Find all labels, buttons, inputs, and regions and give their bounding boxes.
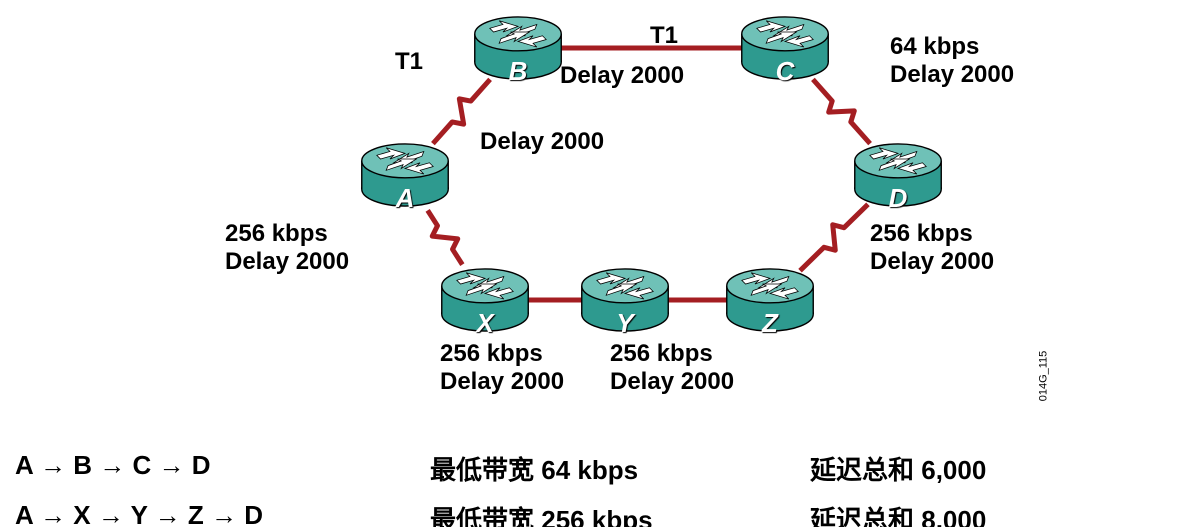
summary-bandwidth: 最低带宽 256 kbps [430,500,653,527]
router-label-c: C [776,56,795,87]
figure-id: 014G_115 [1037,351,1049,402]
link-label: Delay 2000 [560,62,684,90]
router-c: C [738,13,832,83]
link-label: T1 [650,22,678,50]
link-label: 256 kbps Delay 2000 [440,340,564,395]
router-b: B [471,13,565,83]
router-z: Z [723,265,817,335]
router-label-a: A [396,183,415,214]
summary-path: A → X → Y → Z → D [15,500,263,527]
edge-a-x [428,210,463,264]
link-label: T1 [395,48,423,76]
router-label-z: Z [762,308,778,339]
edge-c-d [813,79,870,143]
summary-path: A → B → C → D [15,450,210,481]
edge-z-d [800,204,868,270]
router-label-y: Y [616,308,633,339]
router-label-d: D [889,183,908,214]
summary-delay: 延迟总和 8,000 [810,500,986,527]
link-label: 256 kbps Delay 2000 [870,220,994,275]
router-a: A [358,140,452,210]
router-y: Y [578,265,672,335]
router-label-b: B [509,56,528,87]
router-d: D [851,140,945,210]
link-label: 64 kbps Delay 2000 [890,33,1014,88]
diagram-canvas: A B C [0,0,1184,527]
router-label-x: X [476,308,493,339]
summary-bandwidth: 最低带宽 64 kbps [430,450,638,487]
router-x: X [438,265,532,335]
summary-delay: 延迟总和 6,000 [810,450,986,487]
link-label: Delay 2000 [480,128,604,156]
link-label: 256 kbps Delay 2000 [225,220,349,275]
link-label: 256 kbps Delay 2000 [610,340,734,395]
